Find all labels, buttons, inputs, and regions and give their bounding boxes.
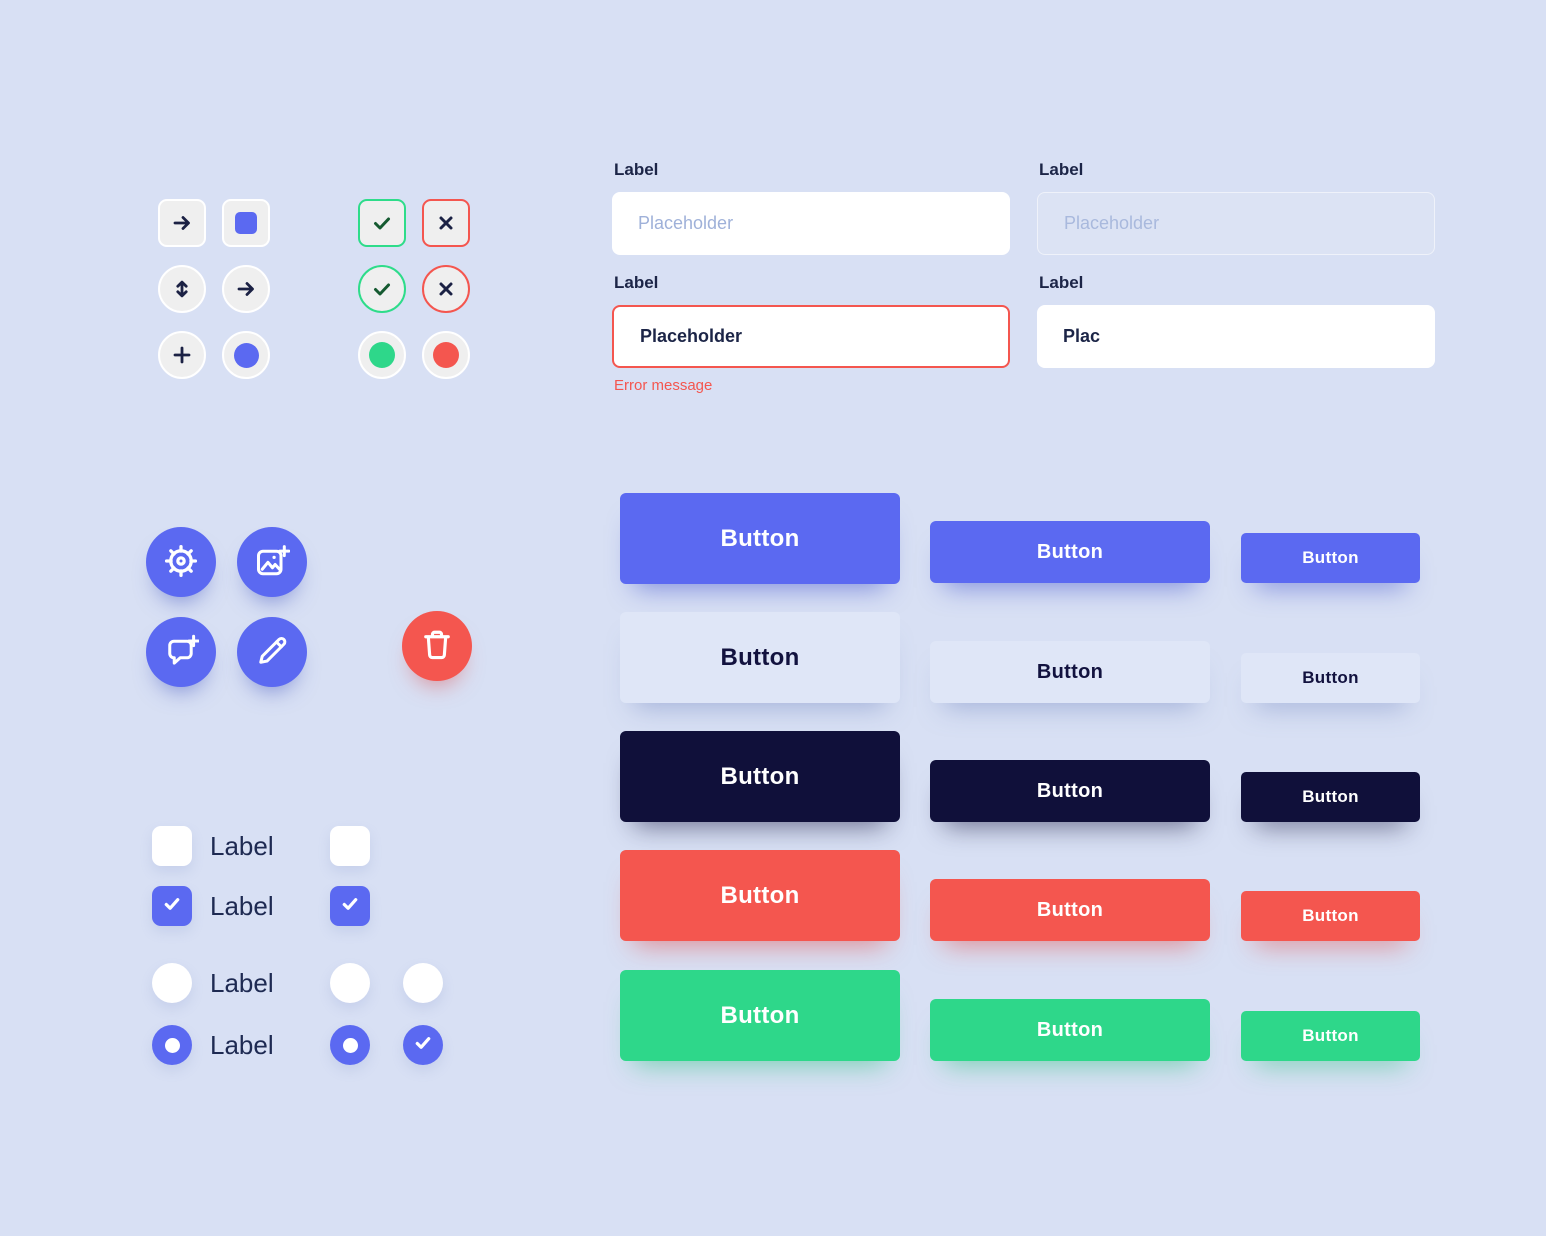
field-label: Label — [1039, 160, 1084, 179]
radio-unselected[interactable] — [330, 963, 370, 1003]
button-light-medium[interactable]: Button — [930, 641, 1210, 703]
checkbox-unchecked[interactable] — [152, 826, 192, 866]
button-dark-medium[interactable]: Button — [930, 760, 1210, 822]
danger-dot-button[interactable] — [422, 331, 470, 379]
gear-icon — [163, 543, 199, 582]
checkbox-unchecked[interactable] — [330, 826, 370, 866]
image-add-icon — [254, 543, 291, 582]
add-comment-button[interactable] — [146, 617, 216, 687]
cancel-square-button[interactable] — [422, 199, 470, 247]
form-field-default: Label — [612, 160, 1010, 255]
field-label: Label — [614, 273, 659, 292]
check-icon — [413, 1033, 433, 1058]
field-label: Label — [1039, 273, 1084, 292]
button-success-small[interactable]: Button — [1241, 1011, 1420, 1061]
arrow-right-icon — [171, 212, 193, 234]
button-danger-small[interactable]: Button — [1241, 891, 1420, 941]
check-icon — [371, 212, 393, 234]
close-icon — [435, 212, 457, 234]
error-message: Error message — [614, 377, 713, 394]
checkbox-checked[interactable] — [152, 886, 192, 926]
checkbox-label: Label — [210, 891, 274, 921]
edit-button[interactable] — [237, 617, 307, 687]
button-primary-medium[interactable]: Button — [930, 521, 1210, 583]
plus-icon — [171, 344, 193, 366]
delete-button[interactable] — [402, 611, 472, 681]
radio-selected[interactable] — [330, 1025, 370, 1065]
arrow-vertical-circle-button[interactable] — [158, 265, 206, 313]
trash-icon — [419, 627, 455, 666]
shape-dot-button[interactable] — [222, 331, 270, 379]
button-dark-large[interactable]: Button — [620, 731, 900, 822]
form-examples-column-2: Label Label — [1037, 160, 1435, 386]
arrow-up-down-icon — [171, 278, 193, 300]
check-icon — [340, 894, 360, 919]
text-input-filled[interactable] — [1037, 305, 1435, 368]
button-success-medium[interactable]: Button — [930, 999, 1210, 1061]
pencil-icon — [254, 633, 290, 672]
radio-label: Label — [210, 968, 274, 998]
settings-button[interactable] — [146, 527, 216, 597]
form-examples-column-1: Label Label Error message — [612, 160, 1010, 412]
cancel-circle-button[interactable] — [422, 265, 470, 313]
form-field-error: Label Error message — [612, 273, 1010, 394]
arrow-right-square-button[interactable] — [158, 199, 206, 247]
button-primary-large[interactable]: Button — [620, 493, 900, 584]
comment-add-icon — [163, 633, 200, 672]
square-shape-icon — [235, 212, 257, 234]
radio-label: Label — [210, 1030, 274, 1060]
button-danger-large[interactable]: Button — [620, 850, 900, 941]
button-success-large[interactable]: Button — [620, 970, 900, 1061]
check-icon — [162, 894, 182, 919]
red-dot-icon — [433, 342, 459, 368]
radio-unselected[interactable] — [403, 963, 443, 1003]
plus-circle-button[interactable] — [158, 331, 206, 379]
dot-shape-icon — [233, 342, 259, 368]
green-dot-icon — [369, 342, 395, 368]
text-input-default[interactable] — [612, 192, 1010, 255]
confirm-square-button[interactable] — [358, 199, 406, 247]
button-primary-small[interactable]: Button — [1241, 533, 1420, 583]
close-icon — [435, 278, 457, 300]
checkbox-checked[interactable] — [330, 886, 370, 926]
button-dark-small[interactable]: Button — [1241, 772, 1420, 822]
text-input-error[interactable] — [612, 305, 1010, 368]
success-dot-button[interactable] — [358, 331, 406, 379]
radio-selected[interactable] — [152, 1025, 192, 1065]
text-input-disabled — [1037, 192, 1435, 255]
field-label: Label — [614, 160, 659, 179]
radio-unselected[interactable] — [152, 963, 192, 1003]
button-danger-medium[interactable]: Button — [930, 879, 1210, 941]
radio-check-selected[interactable] — [403, 1025, 443, 1065]
shape-square-button[interactable] — [222, 199, 270, 247]
confirm-circle-button[interactable] — [358, 265, 406, 313]
arrow-right-icon — [235, 278, 257, 300]
checkbox-label: Label — [210, 831, 274, 861]
status-icon-button-group — [358, 199, 470, 379]
add-image-button[interactable] — [237, 527, 307, 597]
button-light-large[interactable]: Button — [620, 612, 900, 703]
form-field-disabled: Label — [1037, 160, 1435, 255]
shape-icon-button-group — [158, 199, 270, 379]
button-light-small[interactable]: Button — [1241, 653, 1420, 703]
check-icon — [371, 278, 393, 300]
arrow-right-circle-button[interactable] — [222, 265, 270, 313]
form-field-filled: Label — [1037, 273, 1435, 368]
